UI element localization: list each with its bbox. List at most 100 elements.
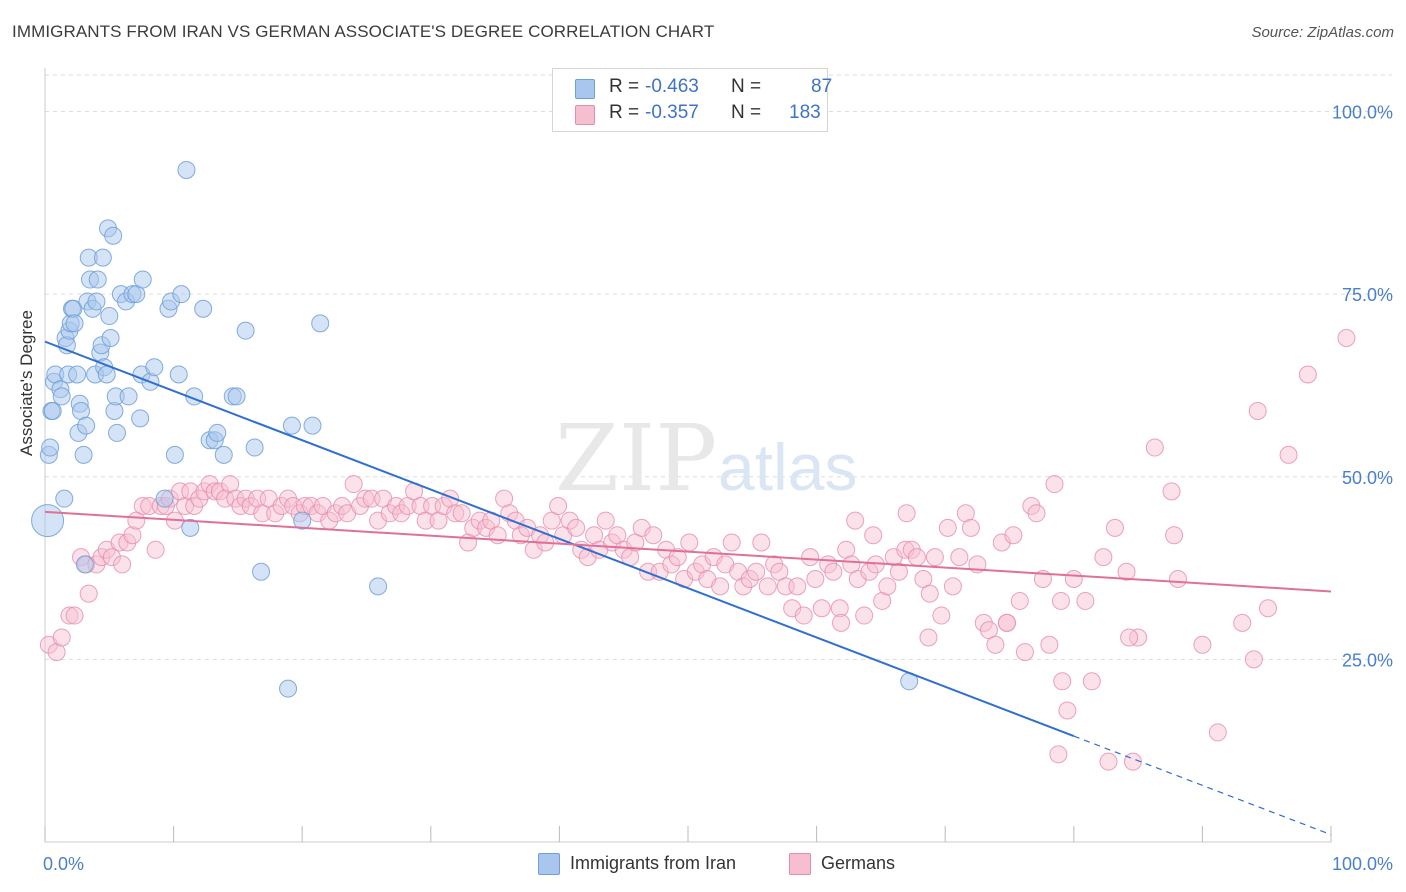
germans-point (356, 489, 375, 508)
legend-n-label: N = (731, 102, 762, 123)
iran-point (282, 416, 301, 435)
germans-point (950, 548, 969, 567)
germans-point (747, 562, 766, 581)
germans-point (1233, 613, 1252, 632)
iran-points (31, 160, 919, 698)
watermark-zip: ZIP (555, 405, 717, 512)
iran-point (245, 438, 264, 457)
germans-point (920, 584, 939, 603)
germans-point (181, 482, 200, 501)
y-tick-label: 75.0% (1342, 285, 1393, 305)
iran-point (145, 358, 164, 377)
iran-point (165, 445, 184, 464)
germans-point (1064, 570, 1083, 589)
germans-point (1337, 328, 1356, 347)
iran-point (236, 321, 255, 340)
germans-point (896, 540, 915, 559)
iran-point (172, 285, 191, 304)
iran-point (68, 365, 87, 384)
germans-point (711, 577, 730, 596)
legend-r-value: -0.463 (645, 76, 699, 97)
germans-point (824, 562, 843, 581)
germans-point (216, 489, 235, 508)
germans-point (567, 518, 586, 537)
germans-point (369, 511, 388, 530)
germans-point (60, 606, 79, 625)
germans-point (1129, 628, 1148, 647)
germans-point (830, 599, 849, 618)
germans-point (1105, 518, 1124, 537)
germans-point (464, 518, 483, 537)
legend-n-value: 87 (811, 76, 833, 97)
germans-point (740, 570, 759, 589)
germans-point (1053, 672, 1072, 691)
germans-point (614, 540, 633, 559)
iran-point (93, 248, 112, 267)
germans-point (1004, 526, 1023, 545)
germans-point (429, 511, 448, 530)
iran-point (52, 387, 71, 406)
iran-point (88, 270, 107, 289)
germans-point (1298, 365, 1317, 384)
x-tick-label: 0.0% (43, 854, 84, 874)
bottom-legend-label: Immigrants from Iran (570, 853, 737, 873)
iran-point (101, 328, 120, 347)
germans-point (205, 482, 224, 501)
watermark-atlas: atlas (718, 430, 857, 504)
germans-point (392, 504, 411, 523)
iran-point (43, 402, 62, 421)
germans-point (1248, 402, 1267, 421)
germans-point (241, 496, 260, 515)
y-tick-label: 100.0% (1332, 103, 1393, 123)
germans-point (1165, 526, 1184, 545)
germans-point (1027, 504, 1046, 523)
bottom-legend-swatch-blue (538, 853, 560, 875)
iran-point (77, 416, 96, 435)
germans-point (925, 548, 944, 567)
germans-point (662, 555, 681, 574)
germans-point (102, 548, 121, 567)
y-tick-label: 50.0% (1342, 468, 1393, 488)
germans-point (1099, 752, 1118, 771)
germans-point (668, 548, 687, 567)
germans-point (452, 504, 471, 523)
germans-point (596, 511, 615, 530)
germans-point (686, 562, 705, 581)
germans-point (897, 504, 916, 523)
x-tick-label: 100.0% (1332, 854, 1393, 874)
iran-trend-line (44, 340, 1075, 738)
germans-point (846, 511, 865, 530)
legend-r-label: R = (609, 102, 640, 123)
iran-point (131, 409, 150, 428)
germans-point (1082, 672, 1101, 691)
germans-point (855, 606, 874, 625)
iran-point (227, 387, 246, 406)
germans-point (47, 643, 66, 662)
germans-point (1058, 701, 1077, 720)
germans-point (932, 606, 951, 625)
germans-point (1051, 591, 1070, 610)
germans-point (919, 628, 938, 647)
germans-point (986, 635, 1005, 654)
germans-point (644, 526, 663, 545)
germans-point (632, 518, 651, 537)
germans-point (1162, 482, 1181, 501)
bottom-legend-label: Germans (821, 853, 896, 873)
germans-point (997, 613, 1016, 632)
germans-points (39, 328, 1356, 771)
source-label: Source: ZipAtlas.com (1251, 24, 1394, 41)
legend-r-value: -0.357 (645, 102, 699, 123)
germans-point (729, 562, 748, 581)
y-tick-label: 25.0% (1342, 650, 1393, 670)
germans-point (1045, 475, 1064, 494)
germans-point (734, 577, 753, 596)
germans-point (560, 511, 579, 530)
germans-point (578, 548, 597, 567)
germans-point (1120, 628, 1139, 647)
germans-point (1279, 445, 1298, 464)
germans-point (506, 511, 525, 530)
iran-point (108, 423, 127, 442)
iran-point (104, 226, 123, 245)
iran-point (177, 160, 196, 179)
